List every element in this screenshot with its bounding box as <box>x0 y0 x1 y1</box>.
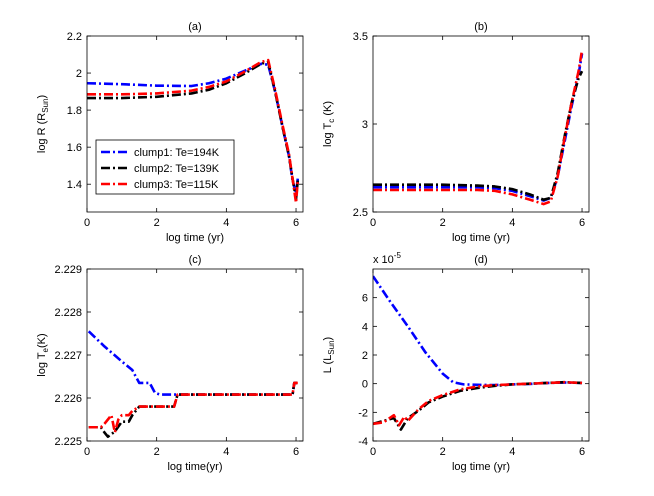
y-tick-label: 1.4 <box>67 179 82 191</box>
y-exponent-base: x 10 <box>373 254 394 266</box>
series-line-1 <box>87 330 298 396</box>
y-axis-label-main: L (L <box>322 355 334 374</box>
series-line-3 <box>87 58 300 205</box>
series-line-1 <box>373 53 584 202</box>
y-tick-label: 2.227 <box>54 350 82 362</box>
y-tick-label: 2 <box>362 350 368 362</box>
y-tick-label: 4 <box>362 321 368 333</box>
y-tick-label: 2 <box>76 68 82 80</box>
y-tick-label: 2.228 <box>54 307 82 319</box>
x-tick-label: 0 <box>84 217 90 229</box>
y-tick-label: 0 <box>362 379 368 391</box>
y-axis-label-sub: e <box>41 347 50 352</box>
y-tick-label: 2.225 <box>54 436 82 448</box>
x-axis-label: log time (yr) <box>452 461 510 473</box>
series-line-2 <box>87 60 300 201</box>
x-axis-label: log time (yr) <box>452 232 510 244</box>
y-tick-label: 3.5 <box>353 31 368 43</box>
x-tick-label: 4 <box>509 446 515 458</box>
panel-title: (d) <box>474 254 487 266</box>
y-axis-label-main: log T <box>322 122 334 147</box>
x-tick-label: 0 <box>370 446 376 458</box>
series-line-2 <box>88 381 298 439</box>
series-line-3 <box>373 380 583 427</box>
y-axis-label: log R (RSun) <box>36 95 50 153</box>
axes-box <box>86 35 304 213</box>
y-axis-label-end: ) <box>36 95 48 99</box>
x-tick-label: 2 <box>440 217 446 229</box>
y-exponent-label: x 10-5 <box>373 251 401 266</box>
x-tick-label: 2 <box>154 217 160 229</box>
x-tick-label: 6 <box>293 446 299 458</box>
x-tick-label: 4 <box>223 446 229 458</box>
y-axis-label: log Tc (K) <box>322 101 336 147</box>
x-tick-label: 0 <box>84 446 90 458</box>
y-axis-label-main: log R (R <box>36 113 48 153</box>
y-tick-label: 3 <box>362 119 368 131</box>
x-axis-label: log time(yr) <box>167 461 222 473</box>
legend-entry-2: clump2: Te=139K <box>134 163 220 175</box>
y-axis-label-end: ) <box>322 337 334 341</box>
x-tick-label: 4 <box>223 217 229 229</box>
series-line-2 <box>373 380 583 431</box>
legend-entry-1: clump1: Te=194K <box>134 147 220 159</box>
y-axis-label-main: log T <box>36 352 48 377</box>
panel-title: (c) <box>189 254 202 266</box>
y-tick-label: -2 <box>358 407 368 419</box>
y-axis-label-end: (K) <box>322 101 334 119</box>
panel-3: 0 2 4 6 2.225 2.226 2.227 2.228 2.229 (c) log time… <box>36 254 304 473</box>
y-tick-label: 2.229 <box>54 264 82 276</box>
panel-title: (a) <box>188 21 201 33</box>
y-tick-label: -4 <box>358 436 368 448</box>
y-axis-label-sub: Sun <box>327 340 336 354</box>
panel-2: 0 2 4 6 2.5 3 3.5 (b) log time (yr) log Tc (K) <box>322 21 590 244</box>
y-axis-label-sub: c <box>327 119 336 123</box>
y-tick-label: 6 <box>362 293 368 305</box>
panel-title: (b) <box>474 21 487 33</box>
panel-1: 0 2 4 6 1.4 1.6 1.8 2 2.2 (a) log time (yr) log R (… <box>36 21 304 244</box>
y-axis-label: log Te(K) <box>36 333 50 376</box>
axes-box <box>86 268 304 442</box>
x-tick-label: 2 <box>154 446 160 458</box>
legend: clump1: Te=194K clump2: Te=139K clump3: Te… <box>95 139 235 195</box>
y-tick-label: 1.6 <box>67 142 82 154</box>
x-tick-label: 4 <box>509 217 515 229</box>
y-axis-label-end: (K) <box>36 333 48 348</box>
legend-entry-3: clump3: Te=115K <box>134 179 219 191</box>
axes-box <box>372 268 590 442</box>
x-axis-label: log time (yr) <box>166 232 224 244</box>
x-tick-label: 6 <box>293 217 299 229</box>
x-tick-label: 0 <box>370 217 376 229</box>
y-tick-label: 2.5 <box>353 207 368 219</box>
series-line-2 <box>373 70 584 201</box>
y-axis-label-sub: Sun <box>41 99 50 113</box>
y-exponent-power: -5 <box>394 251 402 260</box>
series-line-3 <box>373 49 584 206</box>
y-tick-label: 2.2 <box>67 31 82 43</box>
x-tick-label: 2 <box>440 446 446 458</box>
series-line-3 <box>88 381 298 434</box>
series-line-1 <box>373 275 583 387</box>
y-tick-label: 1.8 <box>67 105 82 117</box>
y-axis-label: L (LSun) <box>322 337 336 373</box>
y-tick-label: 2.226 <box>54 393 82 405</box>
panel-4: 0 2 4 6 -4 -2 0 2 4 6 (d) log time (yr) L (LSun) x 10… <box>322 251 590 473</box>
x-tick-label: 6 <box>579 217 585 229</box>
x-tick-label: 6 <box>579 446 585 458</box>
